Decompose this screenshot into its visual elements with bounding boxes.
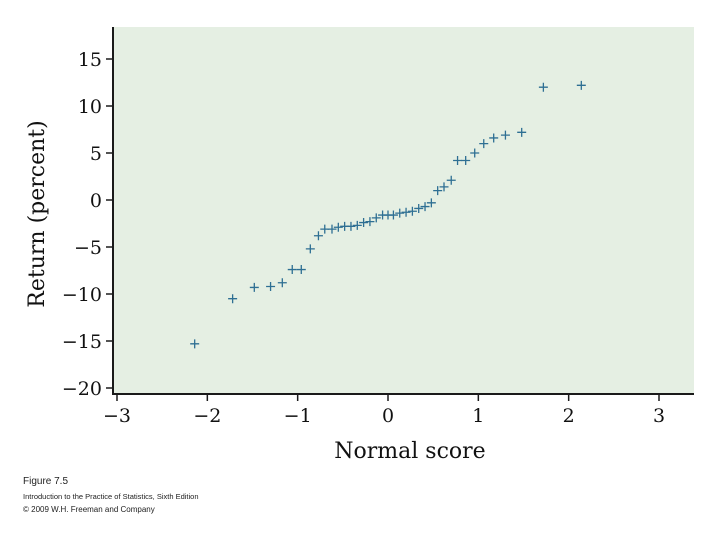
x-axis-ticks: −3 −2 −1 0 1 2 3 (103, 394, 665, 427)
plot-area (113, 27, 694, 394)
data-point (479, 139, 489, 149)
data-point (249, 282, 259, 292)
x-axis-title: Normal score (334, 439, 485, 464)
x-tick-label: −3 (103, 405, 131, 427)
data-point (277, 278, 287, 288)
figure-title: Figure 7.5 (23, 476, 69, 487)
data-point (433, 186, 443, 196)
x-tick-label: −2 (193, 405, 221, 427)
data-point (489, 133, 499, 143)
data-point (371, 213, 381, 223)
data-point (365, 217, 375, 227)
x-tick-label: 3 (653, 405, 665, 427)
x-tick-label: 0 (382, 405, 394, 427)
x-tick-label: 1 (472, 405, 484, 427)
y-tick-label: −20 (62, 378, 102, 400)
y-tick-label: −10 (62, 284, 102, 306)
data-point (461, 156, 471, 166)
data-point (517, 127, 527, 137)
data-point (327, 224, 337, 234)
data-point (426, 198, 436, 208)
data-point (228, 294, 238, 304)
data-point (420, 202, 430, 212)
y-tick-label: −15 (62, 331, 102, 353)
data-point (346, 221, 356, 231)
data-point (453, 156, 463, 166)
data-point (313, 231, 323, 241)
data-point (305, 244, 315, 254)
x-tick-label: −1 (284, 405, 312, 427)
y-axis-ticks: 15 10 5 0 −5 −10 −15 −20 (62, 49, 113, 400)
y-tick-label: −5 (74, 237, 102, 259)
figure-copyright: © 2009 W.H. Freeman and Company (23, 505, 155, 514)
data-point (296, 265, 306, 275)
data-point (439, 182, 449, 192)
data-point (401, 207, 411, 217)
data-point (500, 130, 510, 140)
data-point (470, 148, 480, 158)
data-point (576, 80, 586, 90)
y-tick-label: 0 (90, 190, 102, 212)
axes (112, 27, 694, 395)
data-point (287, 265, 297, 275)
y-tick-label: 5 (90, 143, 102, 165)
data-point (333, 222, 343, 232)
y-tick-label: 15 (78, 49, 102, 71)
y-tick-label: 10 (78, 96, 102, 118)
data-point (414, 203, 424, 213)
data-point (359, 218, 369, 228)
data-point (446, 175, 456, 185)
data-point (538, 82, 548, 92)
data-points (190, 80, 586, 349)
data-point (395, 208, 405, 218)
data-point (388, 210, 398, 220)
y-axis-title: Return (percent) (25, 120, 50, 307)
data-point (352, 220, 362, 230)
data-point (266, 281, 276, 291)
figure-source: Introduction to the Practice of Statisti… (23, 492, 199, 501)
data-point (407, 206, 417, 216)
data-point (190, 339, 200, 349)
x-tick-label: 2 (563, 405, 575, 427)
